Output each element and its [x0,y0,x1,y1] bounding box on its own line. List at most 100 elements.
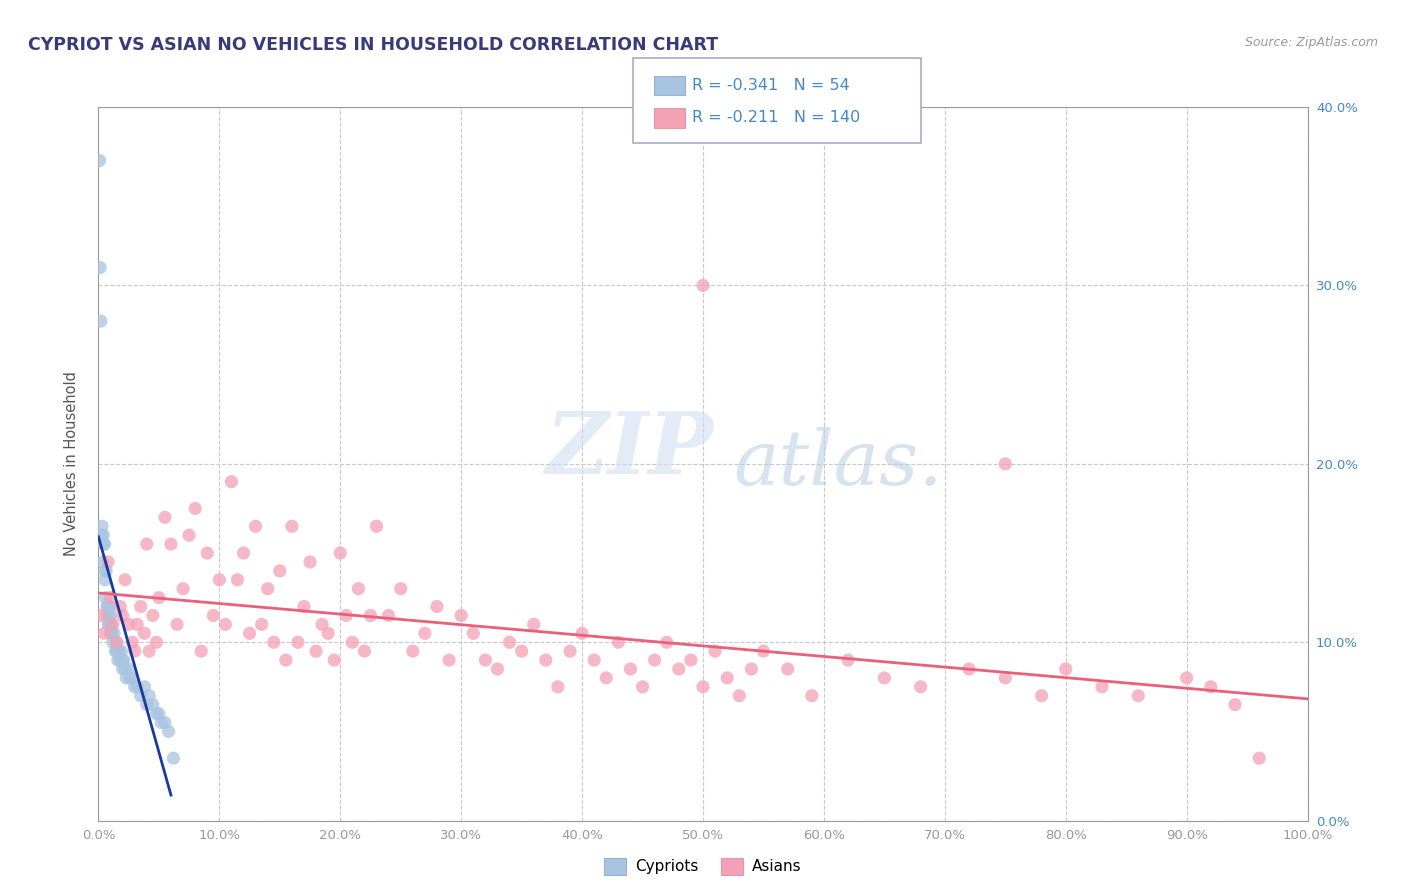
Point [655,635,678,649]
Point [413,626,436,640]
Point [101,635,124,649]
Point [450,608,472,623]
Point [342,635,364,649]
Point [93,626,115,640]
Point [1199,680,1222,694]
Point [100,608,122,623]
Point [98,599,121,614]
Point [97,555,120,569]
Point [523,617,546,632]
Point [534,653,557,667]
Point [138,689,160,703]
Text: R = -0.211   N = 140: R = -0.211 N = 140 [692,111,860,125]
Point [311,617,333,632]
Point [129,599,152,614]
Point [437,653,460,667]
Point [97,599,120,614]
Point [510,644,533,658]
Point [150,715,173,730]
Point [142,698,165,712]
Point [172,582,194,596]
Point [105,644,128,658]
Point [118,671,141,685]
Point [668,662,690,676]
Point [752,644,775,658]
Point [162,751,184,765]
Point [97,608,120,623]
Point [776,662,799,676]
Point [402,644,425,658]
Point [138,644,160,658]
Point [704,644,727,658]
Point [994,457,1017,471]
Point [145,635,167,649]
Point [716,671,738,685]
Point [281,519,304,533]
Point [426,599,449,614]
Text: R = -0.341   N = 54: R = -0.341 N = 54 [692,78,849,93]
Point [111,662,134,676]
Point [558,644,581,658]
Point [114,662,136,676]
Point [160,537,183,551]
Point [121,671,143,685]
Point [94,573,117,587]
Point [274,653,297,667]
Point [1091,680,1114,694]
Point [728,689,751,703]
Point [316,626,339,640]
Point [208,573,231,587]
Point [145,706,167,721]
Point [135,698,157,712]
Point [179,528,201,542]
Point [292,599,315,614]
Point [90,608,112,623]
Point [245,519,267,533]
Point [111,608,134,623]
Point [740,662,762,676]
Point [166,617,188,632]
Point [101,617,124,632]
Point [153,715,176,730]
Point [108,653,131,667]
Point [287,635,309,649]
Point [127,680,149,694]
Point [335,608,357,623]
Point [631,680,654,694]
Point [800,689,823,703]
Point [93,537,115,551]
Point [644,653,666,667]
Point [91,555,114,569]
Point [135,537,157,551]
Point [89,260,111,275]
Point [89,153,111,168]
Point [692,278,714,293]
Point [93,537,115,551]
Text: atlas.: atlas. [734,427,943,500]
Point [1128,689,1150,703]
Point [124,680,146,694]
Text: Source: ZipAtlas.com: Source: ZipAtlas.com [1244,36,1378,49]
Point [115,671,138,685]
Point [104,644,127,658]
Point [547,680,569,694]
Point [329,546,352,560]
Point [1249,751,1271,765]
Point [239,626,262,640]
Point [134,680,156,694]
Point [263,635,285,649]
Point [103,626,125,640]
Point [100,591,122,605]
Point [107,653,129,667]
Point [214,617,236,632]
Point [377,608,399,623]
Point [619,662,641,676]
Point [463,626,485,640]
Point [1223,698,1246,712]
Point [994,671,1017,685]
Point [910,680,932,694]
Point [142,608,165,623]
Point [114,573,136,587]
Point [347,582,370,596]
Point [96,608,118,623]
